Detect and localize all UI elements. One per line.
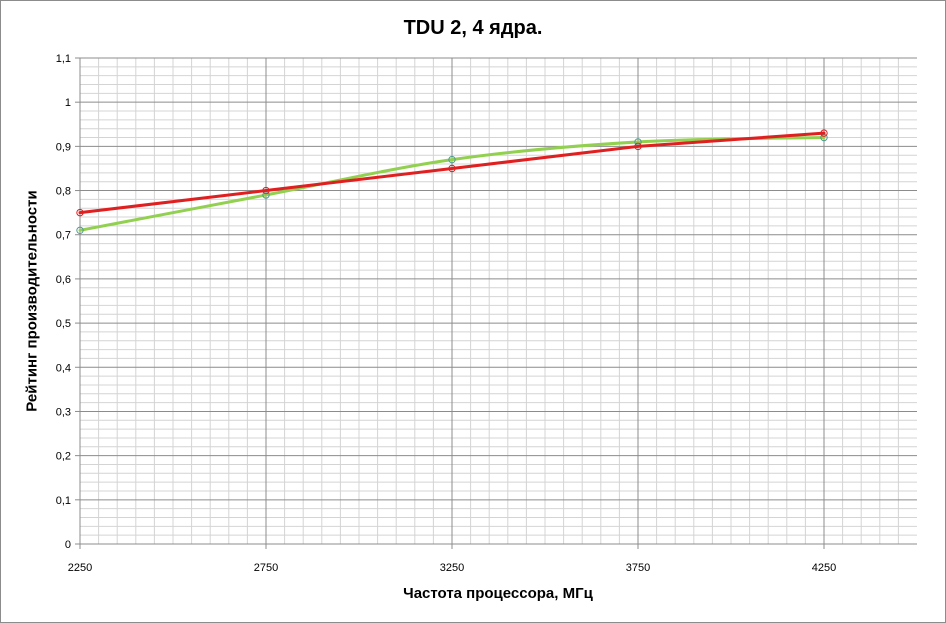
x-tick-label: 3750: [626, 562, 650, 574]
series-2-point: [448, 155, 456, 164]
plot-background: [80, 58, 917, 544]
x-axis-title: Частота процессора, МГц: [403, 585, 593, 602]
y-tick-label: 0,2: [56, 451, 71, 463]
y-tick-label: 1,1: [56, 53, 71, 65]
series-1-point: [448, 164, 456, 173]
y-tick-label: 0,4: [56, 362, 71, 374]
y-tick-label: 1: [65, 97, 71, 109]
series-1-line: [78, 131, 826, 215]
y-tick-label: 0,9: [56, 141, 71, 153]
y-tick-label: 0,5: [56, 318, 71, 330]
y-tick-label: 0,7: [56, 230, 71, 242]
series-1-point: [76, 208, 84, 217]
y-axis-title: Рейтинг производительности: [23, 190, 41, 412]
y-tick-label: 0: [65, 539, 71, 551]
x-tick-label: 2750: [254, 562, 278, 574]
x-tick-label: 3250: [440, 562, 464, 574]
y-tick-label: 0,1: [56, 495, 71, 507]
y-tick-label: 0,6: [56, 274, 71, 286]
x-tick-label: 4250: [812, 562, 836, 574]
series-1-point: [634, 142, 642, 151]
series-2-line: [78, 136, 826, 232]
x-tick-label: 2250: [68, 562, 92, 574]
series-1-point: [262, 186, 270, 195]
series-2-point: [76, 226, 84, 235]
chart-title: TDU 2, 4 ядра.: [403, 17, 543, 39]
y-tick-label: 0,3: [56, 406, 71, 418]
series-1-point: [820, 129, 828, 137]
y-tick-label: 0,8: [56, 186, 71, 198]
